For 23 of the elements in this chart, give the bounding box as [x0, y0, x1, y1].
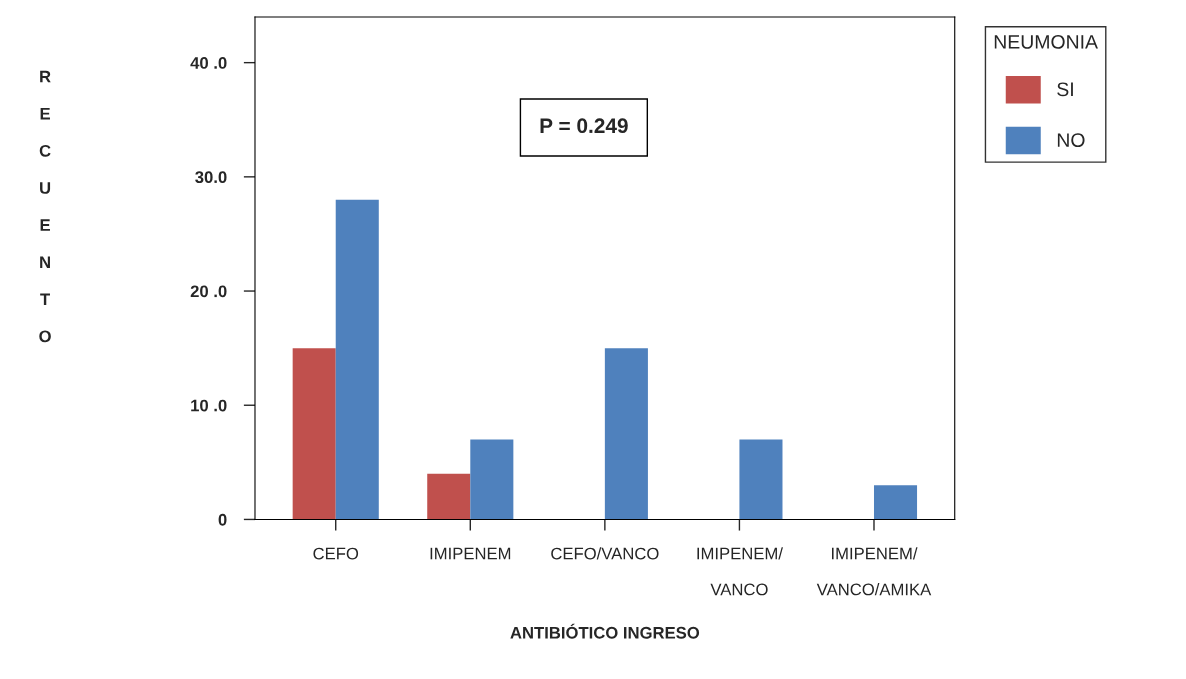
legend-title: NEUMONIA: [994, 34, 1098, 49]
bar: [292, 348, 336, 520]
y-tick-label: 10 .0: [191, 399, 227, 412]
annotation: P = 0.249: [540, 118, 628, 134]
x-tick-label: CEFO/VANCO: [551, 547, 659, 560]
category-label: IMIPENEM/ VANCO/AMIKA: [816, 547, 932, 596]
legend-label: SI: [1057, 82, 1073, 97]
y-tick-label: 20 .0: [190, 285, 227, 298]
legend-label: NO: [1057, 133, 1085, 147]
y-tick-label: 40 .0: [190, 57, 227, 69]
text: RECUENTO: [39, 70, 51, 343]
x-tick-label: CEFO: [313, 547, 359, 560]
bar: [739, 439, 783, 520]
bar: [873, 485, 918, 520]
bar: [604, 348, 648, 520]
bar: [470, 439, 514, 520]
bar: [335, 199, 379, 520]
x-axis-title: ANTIBIÓTICO INGRESO: [510, 623, 700, 639]
x-tick-label: IMIPENEM: [430, 547, 511, 560]
y-tick-label: 0: [218, 513, 227, 526]
bar: [427, 473, 471, 520]
y-tick-label: 30.0: [195, 171, 227, 184]
category-label: IMIPENEM/ VANCO: [697, 547, 783, 596]
